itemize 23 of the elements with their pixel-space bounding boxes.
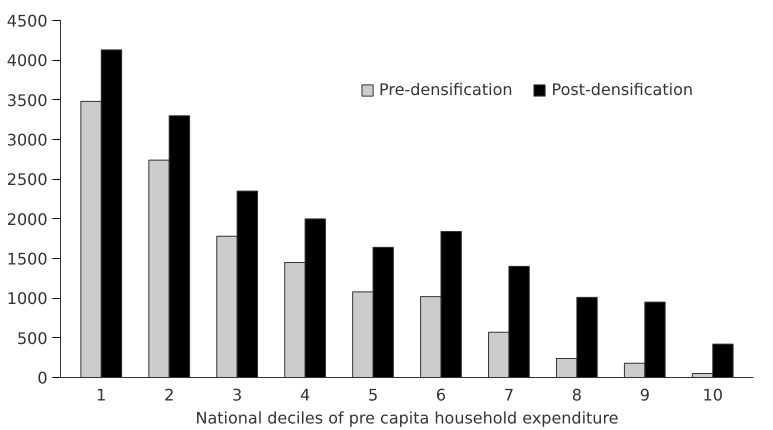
- x-tick-label: 5: [368, 386, 378, 404]
- x-tick-label: 10: [702, 386, 723, 404]
- y-tick-label: 1000: [6, 289, 48, 308]
- x-tick-label: 8: [572, 386, 582, 404]
- x-tick-label: 1: [96, 386, 106, 404]
- y-tick-label: 2000: [6, 210, 48, 229]
- x-tick-label: 2: [164, 386, 174, 404]
- x-tick-label: 3: [232, 386, 242, 404]
- x-tick-label: 6: [436, 386, 446, 404]
- y-tick-label: 4000: [6, 51, 48, 70]
- x-tick-label: 9: [640, 386, 650, 404]
- y-tick-label: 500: [16, 328, 48, 348]
- legend-label: Pre-densification: [379, 80, 512, 99]
- y-tick-label: 3000: [6, 130, 48, 150]
- x-tick-label: 4: [300, 386, 310, 404]
- x-tick-label: 7: [504, 386, 514, 404]
- y-tick-label: 3500: [6, 90, 48, 110]
- x-axis-title: National deciles of pre capita household expenditure: [195, 408, 619, 428]
- y-tick-label: 4500: [6, 12, 48, 30]
- y-tick-label: 0: [37, 368, 48, 388]
- legend-label: Post-densification: [552, 80, 693, 99]
- y-tick-label: 2500: [6, 170, 48, 190]
- y-tick-label: 1500: [6, 250, 48, 268]
